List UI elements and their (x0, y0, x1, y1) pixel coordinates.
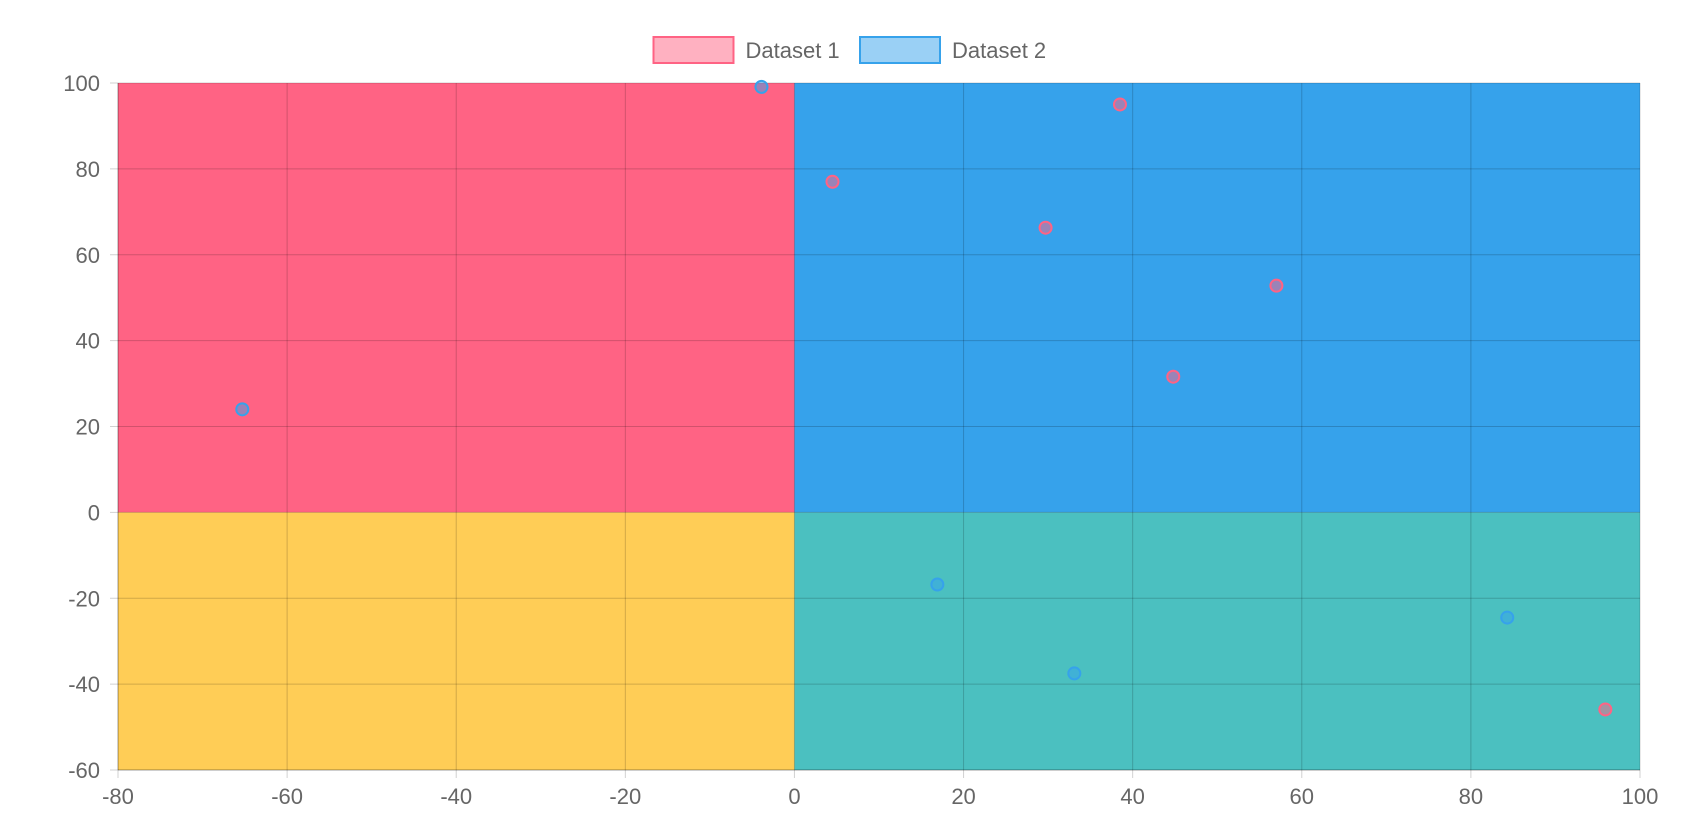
x-tick-label: 80 (1459, 784, 1483, 809)
quadrant-bottom-right (794, 512, 1640, 770)
x-tick-label: 100 (1622, 784, 1659, 809)
y-tick-label: -20 (68, 586, 100, 611)
legend-label: Dataset 1 (746, 38, 840, 63)
legend-item-dataset-1[interactable]: Dataset 1 (652, 36, 840, 64)
data-point-series-1[interactable] (1166, 369, 1181, 384)
x-tick-label: 0 (788, 784, 800, 809)
y-tick-label: 20 (76, 415, 100, 440)
data-point-series-1[interactable] (825, 174, 840, 189)
data-points (235, 79, 1613, 717)
legend[interactable]: Dataset 1 Dataset 2 (652, 36, 1047, 64)
grid-lines (110, 82, 1641, 778)
quadrant-top-right (794, 83, 1640, 513)
x-tick-label: 40 (1120, 784, 1144, 809)
data-point-series-1[interactable] (1038, 220, 1053, 235)
x-tick-label: 20 (951, 784, 975, 809)
data-point-series-1[interactable] (1598, 702, 1613, 717)
y-tick-label: 80 (76, 157, 100, 182)
y-tick-label: 100 (63, 71, 100, 96)
data-point-series-2[interactable] (930, 577, 945, 592)
legend-swatch (859, 36, 941, 64)
x-tick-label: -20 (609, 784, 641, 809)
data-point-series-1[interactable] (1269, 278, 1284, 293)
quadrant-backgrounds (118, 83, 1640, 770)
data-point-series-2[interactable] (754, 79, 769, 94)
x-tick-label: -60 (271, 784, 303, 809)
y-tick-label: -60 (68, 758, 100, 783)
quadrant-bottom-left (118, 512, 795, 770)
legend-label: Dataset 2 (952, 38, 1046, 63)
y-tick-label: 60 (76, 243, 100, 268)
data-point-series-2[interactable] (1500, 610, 1515, 625)
quadrant-top-left (118, 83, 795, 513)
y-tick-label: 0 (88, 500, 100, 525)
data-point-series-1[interactable] (1112, 97, 1127, 112)
y-tick-label: -40 (68, 672, 100, 697)
y-tick-label: 40 (76, 329, 100, 354)
legend-swatch (652, 36, 735, 64)
axes (117, 83, 1640, 771)
legend-item-dataset-2[interactable]: Dataset 2 (859, 36, 1046, 64)
x-tick-label: -80 (102, 784, 134, 809)
data-point-series-2[interactable] (1067, 666, 1082, 681)
x-tick-label: 60 (1290, 784, 1314, 809)
data-point-series-2[interactable] (235, 402, 250, 417)
x-tick-label: -40 (440, 784, 472, 809)
tick-labels: -80 -60 -40 -20 0 20 40 60 80 100100806040200-20-… (63, 71, 1658, 809)
